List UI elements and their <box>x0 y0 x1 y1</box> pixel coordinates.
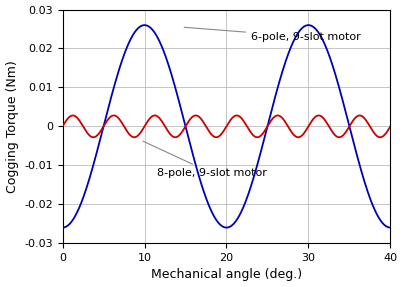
Text: 6-pole, 9-slot motor: 6-pole, 9-slot motor <box>184 27 361 42</box>
Y-axis label: Cogging Torque (Nm): Cogging Torque (Nm) <box>6 60 19 193</box>
Text: 8-pole, 9-slot motor: 8-pole, 9-slot motor <box>143 141 267 178</box>
X-axis label: Mechanical angle (deg.): Mechanical angle (deg.) <box>151 268 302 282</box>
